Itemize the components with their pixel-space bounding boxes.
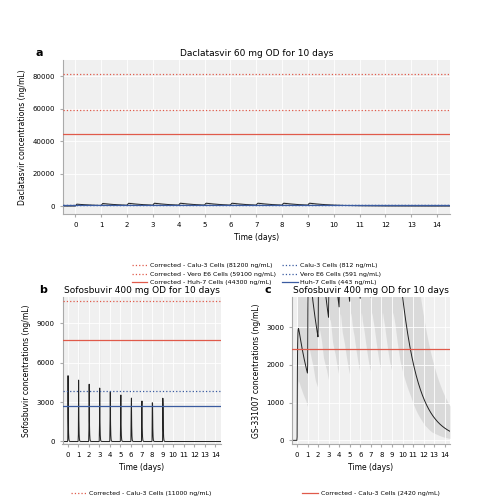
Text: b: b <box>39 285 46 295</box>
Legend: Corrected - Calu-3 Cells (2420 ng/mL): Corrected - Calu-3 Cells (2420 ng/mL) <box>300 489 442 499</box>
Text: a: a <box>36 47 43 57</box>
X-axis label: Time (days): Time (days) <box>234 234 279 243</box>
Legend: Corrected - Calu-3 Cells (11000 ng/mL), Corrected - Huh-7 Cells (7710 ng/mL), Ca: Corrected - Calu-3 Cells (11000 ng/mL), … <box>69 489 214 499</box>
Title: Sofosbuvir 400 mg OD for 10 days: Sofosbuvir 400 mg OD for 10 days <box>64 286 220 295</box>
X-axis label: Time (days): Time (days) <box>348 463 394 473</box>
X-axis label: Time (days): Time (days) <box>119 463 164 473</box>
Y-axis label: Sofosbuvir concentrations (ng/mL): Sofosbuvir concentrations (ng/mL) <box>22 304 32 437</box>
Y-axis label: Daclatasvir concentrations (ng/mL): Daclatasvir concentrations (ng/mL) <box>18 69 27 205</box>
Title: Daclatasvir 60 mg OD for 10 days: Daclatasvir 60 mg OD for 10 days <box>180 49 333 58</box>
Y-axis label: GS-331007 concentrations (ng/mL): GS-331007 concentrations (ng/mL) <box>252 303 260 438</box>
Text: c: c <box>265 285 272 295</box>
Title: Sofosbuvir 400 mg OD for 10 days: Sofosbuvir 400 mg OD for 10 days <box>293 286 449 295</box>
Legend: Corrected - Calu-3 Cells (81200 ng/mL), Corrected - Vero E6 Cells (59100 ng/mL),: Corrected - Calu-3 Cells (81200 ng/mL), … <box>129 260 384 288</box>
